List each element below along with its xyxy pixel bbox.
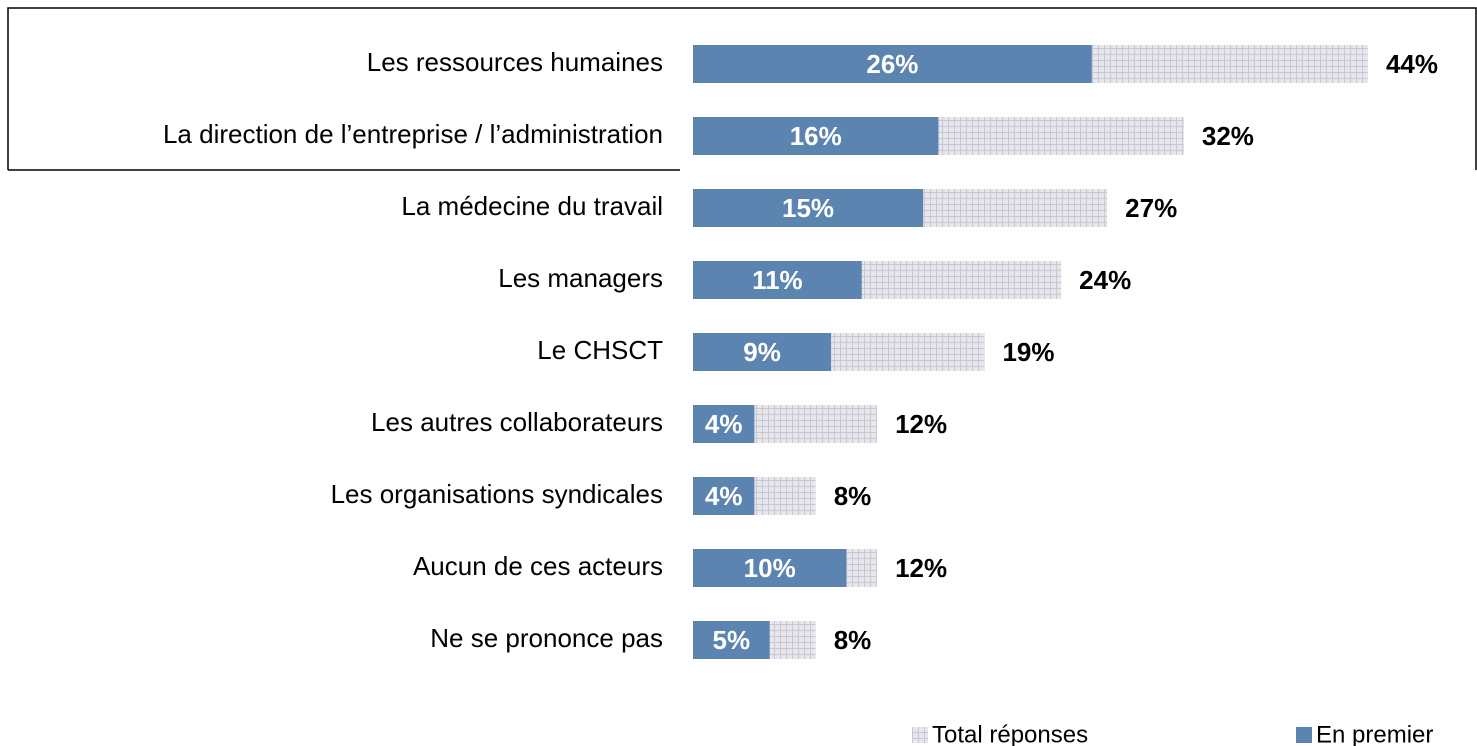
first-label: 26% [866, 49, 918, 79]
legend-label: En premier [1316, 721, 1433, 746]
total-label: 12% [895, 409, 947, 439]
first-bar [693, 189, 924, 227]
category-label: Les organisations syndicales [331, 479, 663, 509]
first-bar [693, 549, 847, 587]
category-label: La médecine du travail [401, 191, 663, 221]
total-label: 44% [1386, 49, 1438, 79]
category-label: La direction de l’entreprise / l’adminis… [163, 119, 663, 149]
first-label: 15% [782, 193, 834, 223]
first-label: 4% [705, 481, 743, 511]
total-label: 19% [1002, 337, 1054, 367]
legend-label: Total réponses [932, 721, 1088, 746]
legend-swatch [912, 727, 928, 743]
legend-swatch [1296, 727, 1312, 743]
total-label: 8% [834, 625, 872, 655]
total-label: 32% [1202, 121, 1254, 151]
first-label: 11% [752, 265, 803, 295]
first-bar [693, 333, 832, 371]
first-bar [693, 621, 770, 659]
first-label: 5% [713, 625, 751, 655]
first-label: 4% [705, 409, 743, 439]
first-label: 9% [743, 337, 781, 367]
total-label: 27% [1125, 193, 1177, 223]
first-bar [693, 477, 755, 515]
category-label: Aucun de ces acteurs [413, 551, 663, 581]
first-bar [693, 45, 1092, 83]
total-label: 12% [895, 553, 947, 583]
category-label: Les managers [498, 263, 663, 293]
category-label: Le CHSCT [537, 335, 663, 365]
first-label: 16% [790, 121, 842, 151]
total-label: 24% [1079, 265, 1131, 295]
category-label: Ne se prononce pas [430, 623, 663, 653]
highlight-box [7, 7, 1477, 170]
category-label: Les autres collaborateurs [371, 407, 663, 437]
first-bar [693, 261, 862, 299]
category-label: Les ressources humaines [367, 47, 663, 77]
first-bar [693, 405, 755, 443]
first-bar [693, 117, 939, 155]
total-label: 8% [834, 481, 872, 511]
first-label: 10% [744, 553, 796, 583]
